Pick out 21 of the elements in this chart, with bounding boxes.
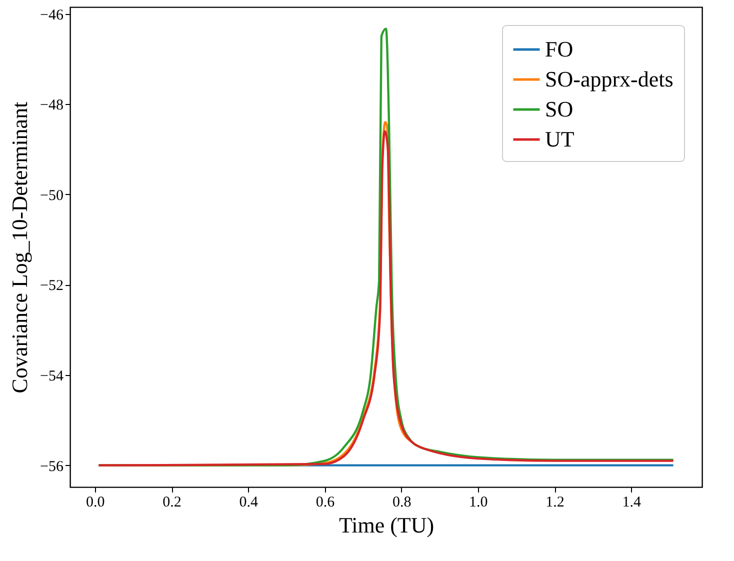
legend-label: UT	[545, 126, 575, 152]
legend-label: SO	[545, 96, 574, 122]
y-tick-label: −46	[40, 7, 64, 24]
y-tick-label: −54	[40, 368, 64, 385]
y-axis-title: Covariance Log_10-Determinant	[7, 102, 32, 394]
y-tick-label: −52	[40, 278, 64, 294]
x-axis-title: Time (TU)	[338, 512, 434, 538]
x-tick-label: 0.6	[316, 494, 336, 510]
y-tick-label: −48	[40, 98, 64, 114]
x-tick-label: 0.4	[239, 494, 258, 510]
x-tick-label: 1.4	[622, 494, 642, 510]
x-tick-label: 1.0	[469, 494, 488, 510]
x-tick-label: 0.2	[162, 494, 182, 510]
legend-label: SO-apprx-dets	[545, 66, 674, 92]
y-tick-label: −50	[40, 188, 64, 204]
y-tick-label: −56	[40, 458, 64, 475]
x-tick-label: 1.2	[546, 494, 564, 510]
legend-label: FO	[545, 36, 574, 62]
x-tick-label: 0.8	[392, 494, 412, 510]
x-tick-label: 0.0	[86, 494, 105, 510]
line-series	[98, 130, 674, 466]
